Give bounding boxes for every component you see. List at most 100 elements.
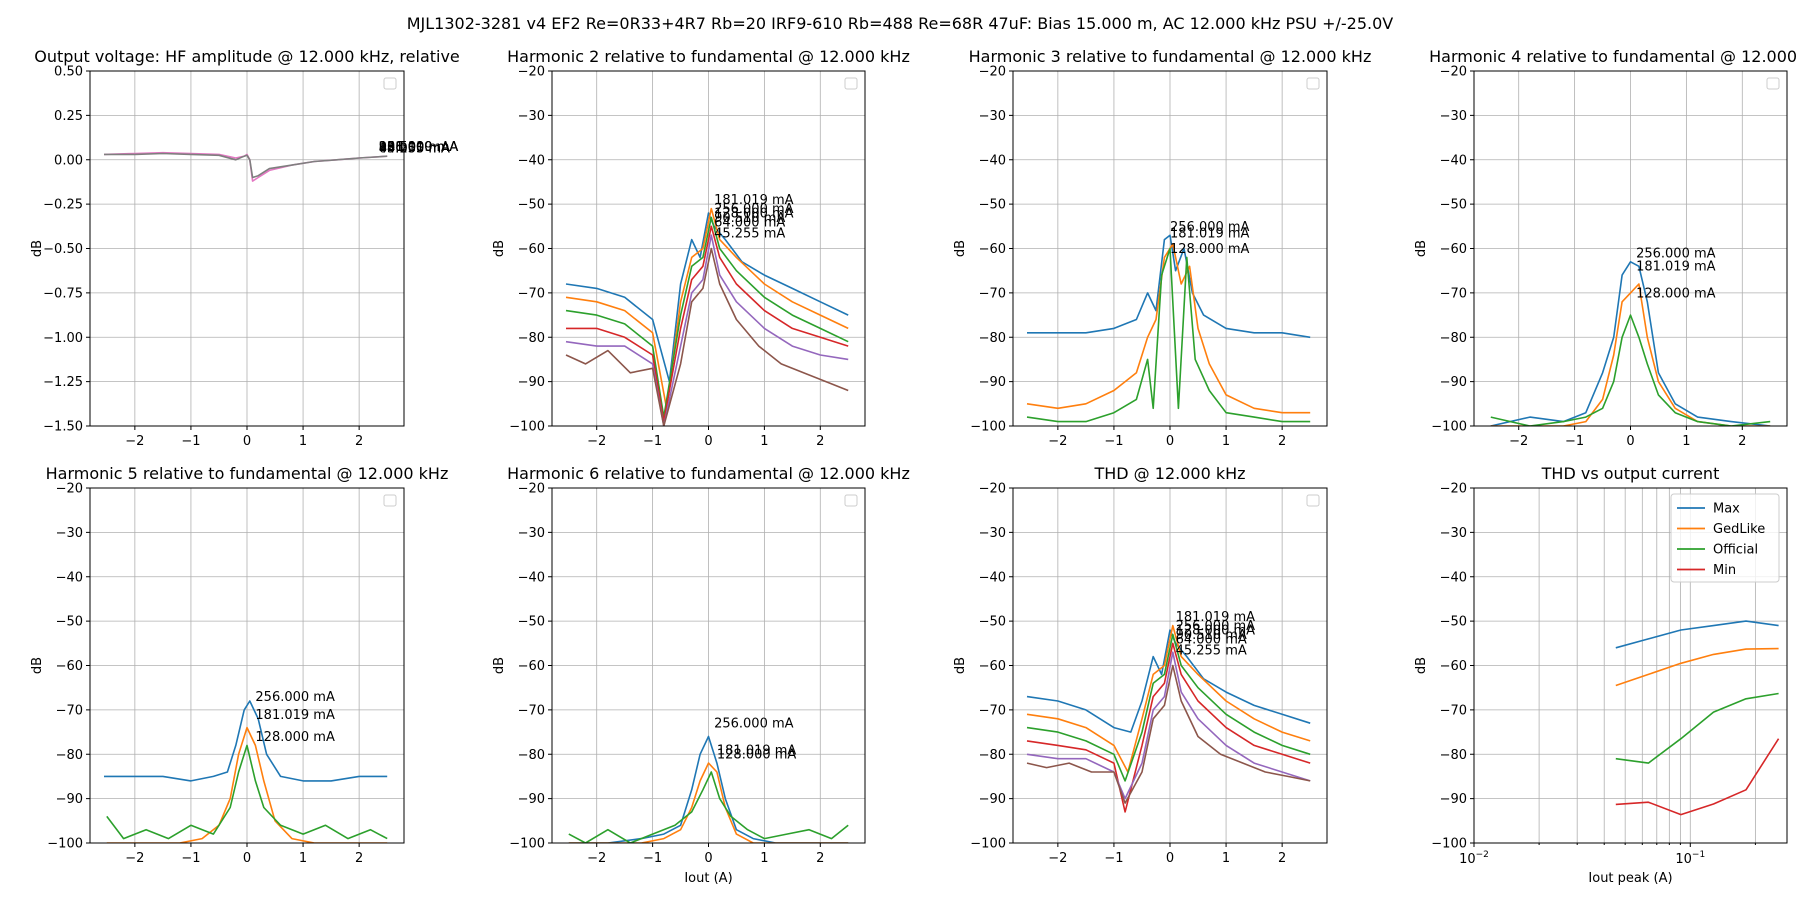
y-tick-label: −60: [518, 242, 545, 257]
legend: Max GedLike Official Min: [1670, 493, 1780, 583]
series-line-gedlike: [1615, 647, 1779, 687]
chart-title: Harmonic 6 relative to fundamental @ 12.…: [507, 464, 910, 483]
y-tick-label: −0.75: [43, 286, 83, 301]
x-tick-label: 2: [1278, 851, 1286, 866]
data-label: 181.019 mA: [379, 140, 459, 155]
data-label: 128.000 mA: [717, 748, 797, 763]
series-line-3: [568, 771, 849, 843]
legend-empty-box: [1766, 77, 1780, 90]
series-line-max: [1615, 620, 1779, 649]
y-tick-label: −30: [979, 526, 1006, 541]
chart-title: Output voltage: HF amplitude @ 12.000 kH…: [34, 47, 460, 66]
x-tick-label: 0: [704, 851, 712, 866]
chart-title: Harmonic 4 relative to fundamental @ 12.…: [1429, 47, 1800, 66]
legend-label: GedLike: [1713, 522, 1765, 537]
y-tick-label: −90: [1440, 375, 1467, 390]
y-tick-label: −90: [979, 792, 1006, 807]
x-tick-label: 1: [299, 434, 307, 449]
chart-title: Harmonic 5 relative to fundamental @ 12.…: [46, 464, 449, 483]
y-tick-label: −1.00: [43, 331, 83, 346]
data-label: 181.019 mA: [1170, 226, 1250, 241]
y-tick-label: −40: [1440, 570, 1467, 585]
y-tick-label: −100: [970, 837, 1006, 852]
x-tick-label: 0: [1166, 434, 1174, 449]
series-line-2: [1490, 283, 1771, 426]
y-tick-label: 0.50: [54, 65, 83, 80]
y-tick-label: −50: [979, 615, 1006, 630]
x-axis-label: Iout (A): [684, 871, 732, 886]
x-tick-label: −2: [1048, 851, 1067, 866]
y-tick-label: −30: [518, 109, 545, 124]
data-label: 64.000 mA: [1176, 632, 1247, 647]
y-tick-label: −70: [518, 703, 545, 718]
y-tick-label: −60: [518, 659, 545, 674]
y-tick-label: −50: [518, 198, 545, 213]
series-line-5: [565, 234, 849, 426]
x-tick-label: −2: [1509, 434, 1528, 449]
data-label: 128.000 mA: [1170, 242, 1250, 257]
y-tick-label: −70: [979, 286, 1006, 301]
data-label: 181.019 mA: [1636, 260, 1716, 275]
data-label: 256.000 mA: [1170, 220, 1250, 235]
y-tick-label: −70: [1440, 703, 1467, 718]
legend-label: Official: [1713, 543, 1758, 558]
x-tick-label: 0: [243, 434, 251, 449]
y-tick-label: −20: [56, 482, 83, 497]
y-tick-label: −40: [56, 570, 83, 585]
y-tick-label: −60: [979, 659, 1006, 674]
grid: [552, 487, 865, 844]
series-line-3: [1490, 314, 1771, 426]
x-tick-label: −2: [587, 851, 606, 866]
y-tick-label: −20: [518, 65, 545, 80]
series-group: [103, 151, 388, 182]
x-tick-label: −1: [181, 851, 200, 866]
y-axis-label: dB: [953, 657, 968, 674]
data-label: 256.000 mA: [714, 202, 794, 217]
y-tick-label: −80: [979, 331, 1006, 346]
chart-title: Harmonic 3 relative to fundamental @ 12.…: [969, 47, 1372, 66]
y-tick-label: 0.25: [54, 109, 83, 124]
y-tick-label: −20: [1440, 65, 1467, 80]
grid: [90, 487, 404, 844]
x-tick-label: −1: [1104, 434, 1123, 449]
y-tick-label: −50: [518, 615, 545, 630]
series-group: [1615, 620, 1780, 816]
series-line-2: [106, 726, 388, 843]
data-label: 181.019 mA: [717, 743, 797, 758]
data-label: 45.255 mA: [1176, 643, 1247, 658]
y-tick-label: −40: [979, 570, 1006, 585]
y-axis-label: dB: [492, 240, 507, 257]
x-tick-label: 2: [355, 851, 363, 866]
y-tick-label: −70: [518, 286, 545, 301]
x-tick-label: −1: [181, 434, 200, 449]
x-tick-label: 2: [816, 434, 824, 449]
chart-title: THD vs output current: [1541, 464, 1720, 483]
y-tick-label: −50: [979, 198, 1006, 213]
x-tick-label: −2: [1048, 434, 1067, 449]
data-label: 256.000 mA: [1636, 246, 1716, 261]
x-tick-label: 10−2: [1459, 850, 1489, 867]
y-tick-label: −20: [979, 65, 1006, 80]
series-line-3: [106, 744, 388, 840]
x-tick-label: −1: [643, 851, 662, 866]
y-tick-label: −80: [979, 748, 1006, 763]
y-tick-label: −1.50: [43, 420, 83, 435]
data-label: 181.019 mA: [255, 708, 335, 723]
x-tick-label: 2: [1738, 434, 1746, 449]
series-line-official: [1615, 692, 1779, 764]
y-tick-label: 0.00: [54, 153, 83, 168]
x-tick-label: 1: [760, 434, 768, 449]
y-axis-label: dB: [492, 657, 507, 674]
x-tick-label: −1: [643, 434, 662, 449]
y-axis-label: dB: [30, 240, 45, 257]
y-tick-label: −30: [979, 109, 1006, 124]
series-line-1: [104, 700, 388, 782]
data-label: 64.000 mA: [379, 142, 450, 157]
